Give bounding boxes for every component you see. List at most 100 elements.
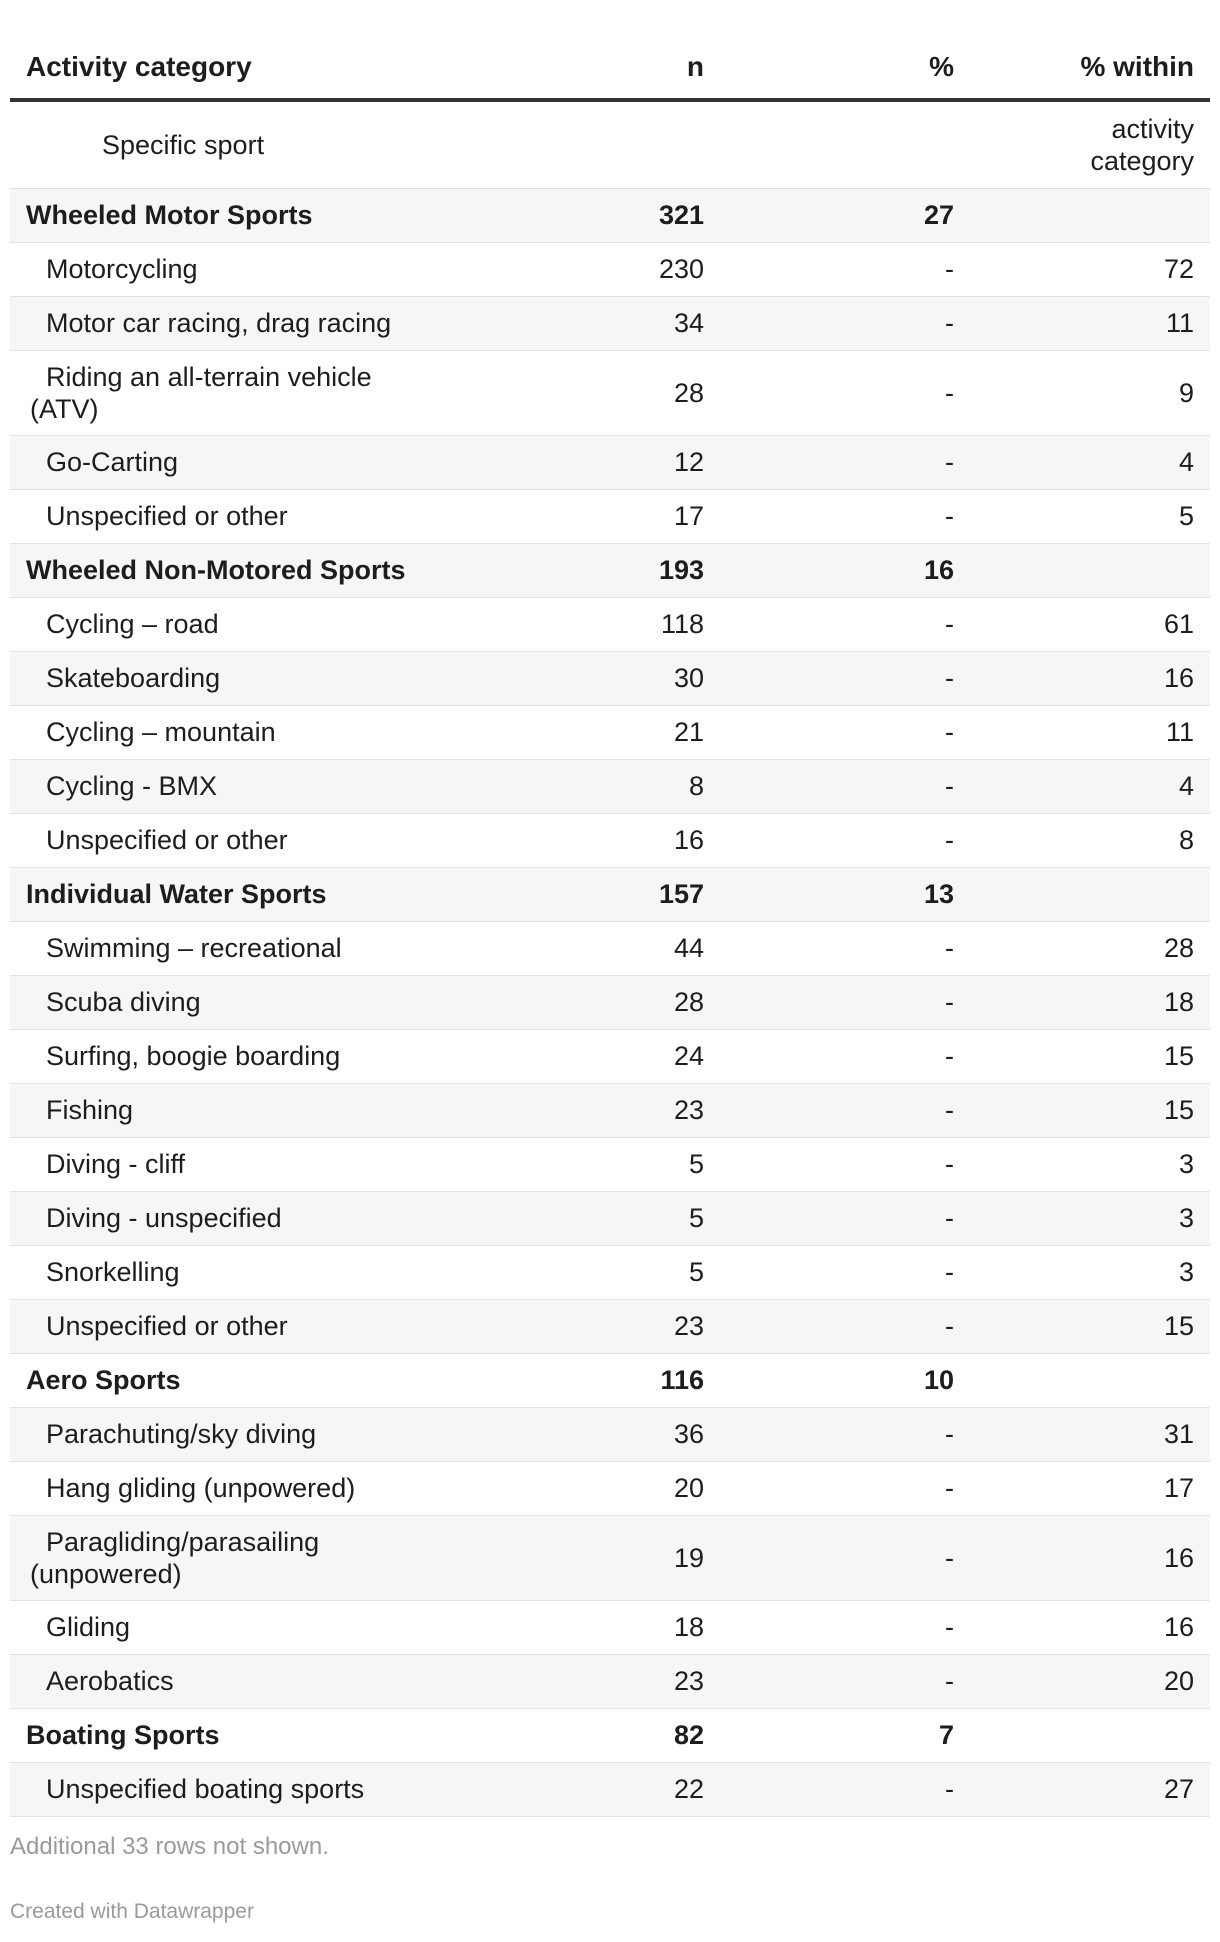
n-value: 17 (450, 489, 720, 544)
n-value: 34 (450, 296, 720, 351)
percent-value: - (720, 1407, 970, 1462)
within-value: 17 (970, 1461, 1210, 1516)
table-row: Scuba diving 28-18 (10, 975, 1210, 1030)
datawrapper-credit: Created with Datawrapper (10, 1900, 254, 1923)
percent-value: 7 (720, 1708, 970, 1763)
header-row: Activity category n % % within (10, 36, 1210, 102)
table-row: Go-Carting 12-4 (10, 435, 1210, 490)
n-value: 82 (450, 1708, 720, 1763)
n-value: 24 (450, 1029, 720, 1084)
table-row: Motor car racing, drag racing 34-11 (10, 296, 1210, 351)
within-value: 5 (970, 489, 1210, 544)
within-value: 27 (970, 1762, 1210, 1817)
percent-value: - (720, 242, 970, 297)
percent-value: 13 (720, 867, 970, 922)
category-row: Individual Water Sports 157 13 (10, 867, 1210, 922)
percent-value: - (720, 705, 970, 760)
table-header: Activity category n % % within (10, 36, 1210, 102)
percent-value: - (720, 1245, 970, 1300)
n-value: 28 (450, 975, 720, 1030)
n-value: 23 (450, 1654, 720, 1709)
within-value: 11 (970, 705, 1210, 760)
category-label: Individual Water Sports (10, 867, 450, 922)
subheader-empty (450, 100, 720, 189)
n-value: 44 (450, 921, 720, 976)
sport-label: Hang gliding (unpowered) (10, 1461, 450, 1516)
percent-value: - (720, 651, 970, 706)
sport-label: Scuba diving (10, 975, 450, 1030)
within-value: 16 (970, 1600, 1210, 1655)
percent-value: - (720, 921, 970, 976)
n-value: 12 (450, 435, 720, 490)
subheader-row: Specific sport activity category (10, 100, 1210, 189)
sport-label: Paragliding/parasailing (unpowered) (10, 1515, 450, 1601)
n-value: 193 (450, 543, 720, 598)
n-value: 118 (450, 597, 720, 652)
col-header-percent-within[interactable]: % within (970, 36, 1210, 102)
percent-value: - (720, 597, 970, 652)
table-row: Diving - cliff 5-3 (10, 1137, 1210, 1192)
table-row: Riding an all-terrain vehicle (ATV) 28-9 (10, 350, 1210, 436)
percent-value: - (720, 1461, 970, 1516)
category-row: Wheeled Non-Motored Sports 193 16 (10, 543, 1210, 598)
category-label: Aero Sports (10, 1353, 450, 1408)
n-value: 5 (450, 1245, 720, 1300)
sport-label: Riding an all-terrain vehicle (ATV) (10, 350, 450, 436)
n-value: 30 (450, 651, 720, 706)
percent-value: - (720, 489, 970, 544)
sport-label: Aerobatics (10, 1654, 450, 1709)
percent-value: - (720, 1083, 970, 1138)
n-value: 5 (450, 1137, 720, 1192)
percent-value: - (720, 1191, 970, 1246)
within-value: 15 (970, 1029, 1210, 1084)
within-value: 4 (970, 435, 1210, 490)
percent-value: - (720, 296, 970, 351)
n-value: 116 (450, 1353, 720, 1408)
sport-label: Unspecified or other (10, 813, 450, 868)
percent-value: - (720, 1654, 970, 1709)
within-value (970, 188, 1210, 243)
n-value: 157 (450, 867, 720, 922)
sport-label: Snorkelling (10, 1245, 450, 1300)
sport-label: Cycling – mountain (10, 705, 450, 760)
percent-value: - (720, 1762, 970, 1817)
sport-label: Skateboarding (10, 651, 450, 706)
table-row: Skateboarding 30-16 (10, 651, 1210, 706)
table-row: Unspecified or other 16-8 (10, 813, 1210, 868)
category-label: Wheeled Non-Motored Sports (10, 543, 450, 598)
table-row: Unspecified or other 23-15 (10, 1299, 1210, 1354)
within-value: 28 (970, 921, 1210, 976)
n-value: 19 (450, 1515, 720, 1601)
table-row: Hang gliding (unpowered) 20-17 (10, 1461, 1210, 1516)
percent-value: - (720, 435, 970, 490)
percent-value: - (720, 350, 970, 436)
sport-label: Parachuting/sky diving (10, 1407, 450, 1462)
n-value: 21 (450, 705, 720, 760)
percent-value: - (720, 1299, 970, 1354)
sport-label: Fishing (10, 1083, 450, 1138)
within-value: 9 (970, 350, 1210, 436)
within-value: 4 (970, 759, 1210, 814)
within-value (970, 867, 1210, 922)
col-header-activity-category[interactable]: Activity category (10, 36, 450, 102)
table-body: Specific sport activity category Wheeled… (10, 100, 1210, 1817)
sport-label: Cycling – road (10, 597, 450, 652)
table-row: Aerobatics 23-20 (10, 1654, 1210, 1709)
n-value: 18 (450, 1600, 720, 1655)
percent-value: - (720, 759, 970, 814)
col-header-percent[interactable]: % (720, 36, 970, 102)
sport-label: Unspecified or other (10, 489, 450, 544)
data-table: Activity category n % % within Specific … (10, 36, 1210, 1817)
within-value: 31 (970, 1407, 1210, 1462)
table-row: Diving - unspecified 5-3 (10, 1191, 1210, 1246)
col-header-n[interactable]: n (450, 36, 720, 102)
sport-label: Motor car racing, drag racing (10, 296, 450, 351)
within-value: 11 (970, 296, 1210, 351)
category-row: Boating Sports 82 7 (10, 1708, 1210, 1763)
sport-label: Surfing, boogie boarding (10, 1029, 450, 1084)
sport-label: Diving - unspecified (10, 1191, 450, 1246)
within-value: 8 (970, 813, 1210, 868)
n-value: 23 (450, 1083, 720, 1138)
n-value: 230 (450, 242, 720, 297)
